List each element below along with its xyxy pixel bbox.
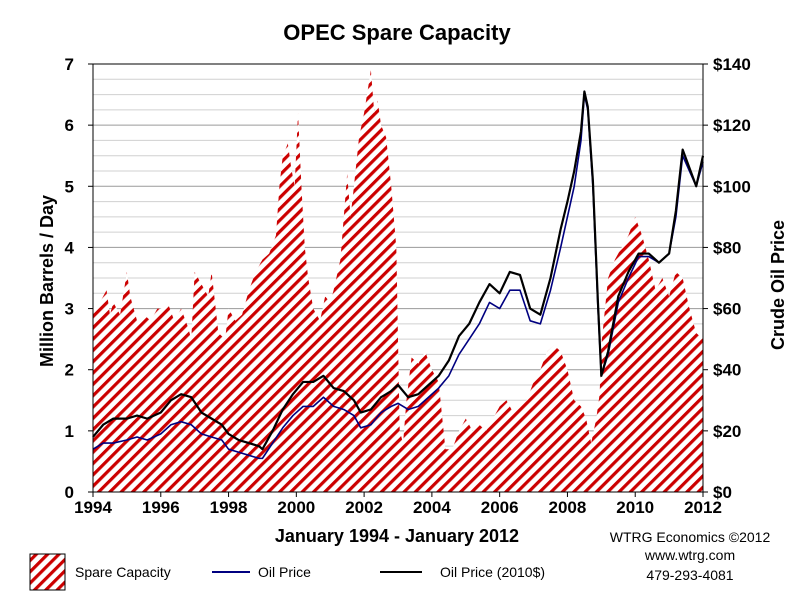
legend-label-oil-price: Oil Price [258, 564, 311, 580]
y-axis-right-label: Crude Oil Price [768, 220, 788, 350]
credit-line-2: www.wtrg.com [644, 547, 735, 563]
y-tick-label: 4 [65, 238, 75, 257]
credit-line-1: WTRG Economics ©2012 [610, 529, 771, 545]
y-axis-left-label: Million Barrels / Day [37, 195, 57, 367]
x-axis-ticks: 1994 1996 1998 2000 2002 2004 2006 2008 2010 2012 [74, 492, 722, 517]
y-axis-left-ticks: 0 1 2 3 4 5 6 7 [65, 55, 93, 502]
x-tick-label: 2000 [277, 498, 315, 517]
x-tick-label: 2008 [549, 498, 587, 517]
spare-capacity-area [93, 70, 703, 492]
x-tick-label: 2006 [481, 498, 519, 517]
legend: Spare Capacity Oil Price Oil Price (2010… [29, 553, 545, 591]
chart-title: OPEC Spare Capacity [283, 20, 511, 45]
plot-frame [92, 63, 704, 493]
y2-tick-label: $80 [713, 238, 741, 257]
credit-line-3: 479-293-4081 [646, 567, 733, 583]
y-axis-right-ticks: $0 $20 $40 $60 $80 $100 $120 $140 [703, 55, 751, 502]
oil-price-lines-layer [92, 90, 705, 460]
oil-price-2010-line [92, 90, 705, 451]
y2-tick-label: $20 [713, 422, 741, 441]
x-tick-label: 2010 [616, 498, 654, 517]
y-tick-label: 3 [65, 300, 74, 319]
y-tick-label: 7 [65, 55, 74, 74]
credits: WTRG Economics ©2012 www.wtrg.com 479-29… [610, 529, 771, 583]
y2-tick-label: $100 [713, 177, 751, 196]
y2-tick-label: $140 [713, 55, 751, 74]
y-tick-label: 2 [65, 361, 74, 380]
spare-capacity-area-layer [93, 70, 703, 492]
legend-label-spare-capacity: Spare Capacity [75, 564, 171, 580]
x-tick-label: 2012 [684, 498, 722, 517]
x-tick-label: 1996 [142, 498, 180, 517]
y2-tick-label: $120 [713, 116, 751, 135]
y-tick-label: 0 [65, 483, 74, 502]
x-axis-label: January 1994 - January 2012 [275, 526, 519, 546]
y-tick-label: 1 [65, 422, 74, 441]
x-tick-label: 1998 [210, 498, 248, 517]
y-tick-label: 5 [65, 177, 74, 196]
y2-tick-label: $60 [713, 300, 741, 319]
y2-tick-label: $0 [713, 483, 732, 502]
x-tick-label: 2002 [345, 498, 383, 517]
legend-label-oil-price-2010: Oil Price (2010$) [440, 564, 545, 580]
y2-tick-label: $40 [713, 361, 741, 380]
x-tick-label: 2004 [413, 498, 451, 517]
legend-swatch-spare-capacity [29, 553, 66, 591]
x-tick-label: 1994 [74, 498, 112, 517]
y-tick-label: 6 [65, 116, 74, 135]
